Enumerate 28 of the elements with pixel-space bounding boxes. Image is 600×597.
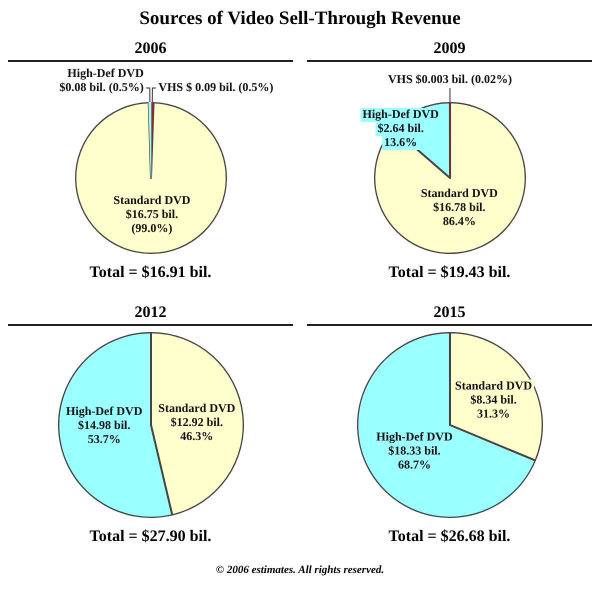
data-label: $18.33 bil. 68.7% <box>388 443 440 472</box>
slice-label: Standard DVD <box>420 186 498 200</box>
data-label: $0.08 bil. (0.5%) <box>58 80 144 94</box>
source-note: Sources of Video Sell-Through Revenue <box>138 8 462 30</box>
data-label: $16.75 bil. (99.0%) <box>125 206 178 235</box>
slice-label: VHS $0.003 bil. (0.02%) <box>387 72 512 86</box>
data-label: $14.98 bil. 53.7% <box>78 418 130 446</box>
slice-label: VHS $ 0.09 bil. (0.5%) <box>158 80 273 94</box>
text: © 2006 estimates. All rights reserved. <box>214 564 386 576</box>
chart-title: 2009 <box>307 40 592 62</box>
chart-title: 2012 <box>8 304 293 326</box>
text: Total = $26.68 bil. <box>388 528 512 546</box>
slice-label: Standard DVD <box>454 378 532 393</box>
slice-label: High-Def DVD <box>66 404 142 418</box>
data-label: $2.64 bil. 13.6% <box>376 121 424 150</box>
slice-label: High-Def DVD <box>362 107 439 122</box>
chart-title: 2015 <box>307 304 592 326</box>
slice-label: Standard DVD <box>112 192 190 207</box>
slice-label: High-Def DVD <box>66 66 144 80</box>
chart-title: 2006 <box>8 40 293 62</box>
text: Total = $27.90 bil. <box>88 528 212 546</box>
text: Total = $19.43 bil. <box>388 264 512 282</box>
text: Total = $16.91 bil. <box>88 264 212 282</box>
data-label: $12.92 bil. 46.3% <box>170 415 222 444</box>
data-label: $8.34 bil. 31.3% <box>470 392 516 421</box>
slice-label: Standard DVD <box>158 401 236 416</box>
data-label: $16.78 bil. 86.4% <box>432 200 485 228</box>
slice-label: High-Def DVD <box>376 429 452 444</box>
